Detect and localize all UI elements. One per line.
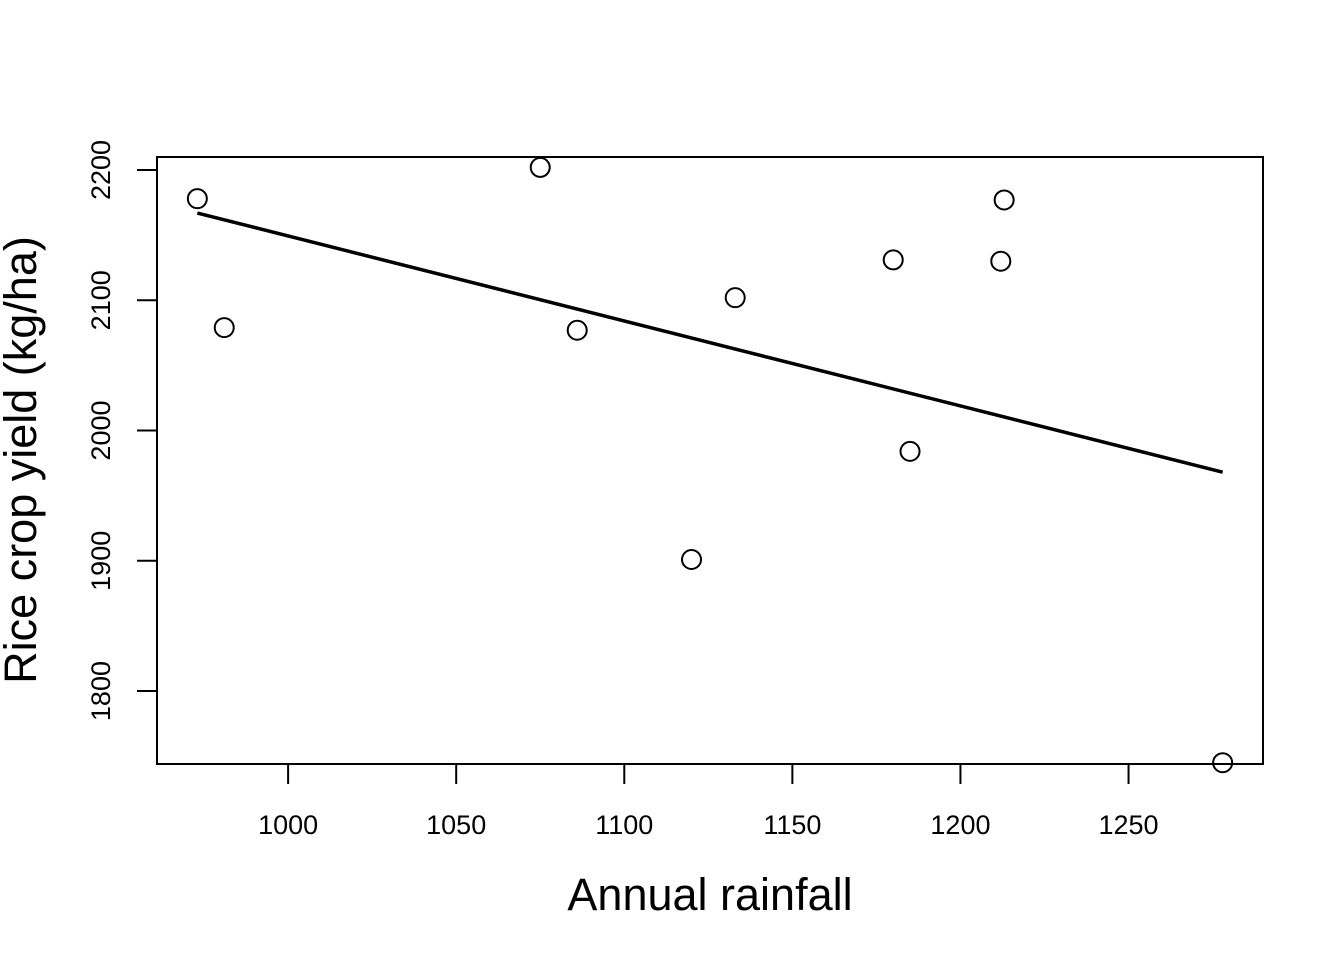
data-point xyxy=(566,319,588,341)
x-tick-label: 1100 xyxy=(595,810,653,840)
data-point xyxy=(882,249,904,271)
y-tick-label: 1800 xyxy=(86,661,116,721)
x-axis-title: Annual rainfall xyxy=(567,869,852,920)
data-point xyxy=(213,317,235,339)
data-points xyxy=(186,156,1234,774)
y-tick-label: 2000 xyxy=(86,401,116,461)
y-tick-label: 1900 xyxy=(86,531,116,591)
x-tick-label: 1000 xyxy=(258,810,318,840)
x-axis: 1000 1050 1100 1150 1200 1250 xyxy=(258,763,1159,840)
y-axis: 1800 1900 2000 2100 2200 xyxy=(86,140,158,721)
x-tick-label: 1050 xyxy=(426,810,486,840)
x-tick-label: 1250 xyxy=(1098,810,1158,840)
data-point xyxy=(724,287,746,309)
data-point xyxy=(529,156,551,178)
data-point xyxy=(993,189,1015,211)
data-point xyxy=(1212,752,1234,774)
data-point xyxy=(899,440,921,462)
plot-frame xyxy=(156,156,1264,765)
regression-line xyxy=(196,211,1224,474)
x-tick-label: 1150 xyxy=(763,810,821,840)
y-axis-title: Rice crop yield (kg/ha) xyxy=(0,236,46,684)
y-tick-label: 2100 xyxy=(86,270,116,330)
data-point xyxy=(990,250,1012,272)
data-point xyxy=(681,548,703,570)
data-point xyxy=(186,188,208,210)
x-tick-label: 1200 xyxy=(930,810,990,840)
y-tick-label: 2200 xyxy=(86,140,116,200)
